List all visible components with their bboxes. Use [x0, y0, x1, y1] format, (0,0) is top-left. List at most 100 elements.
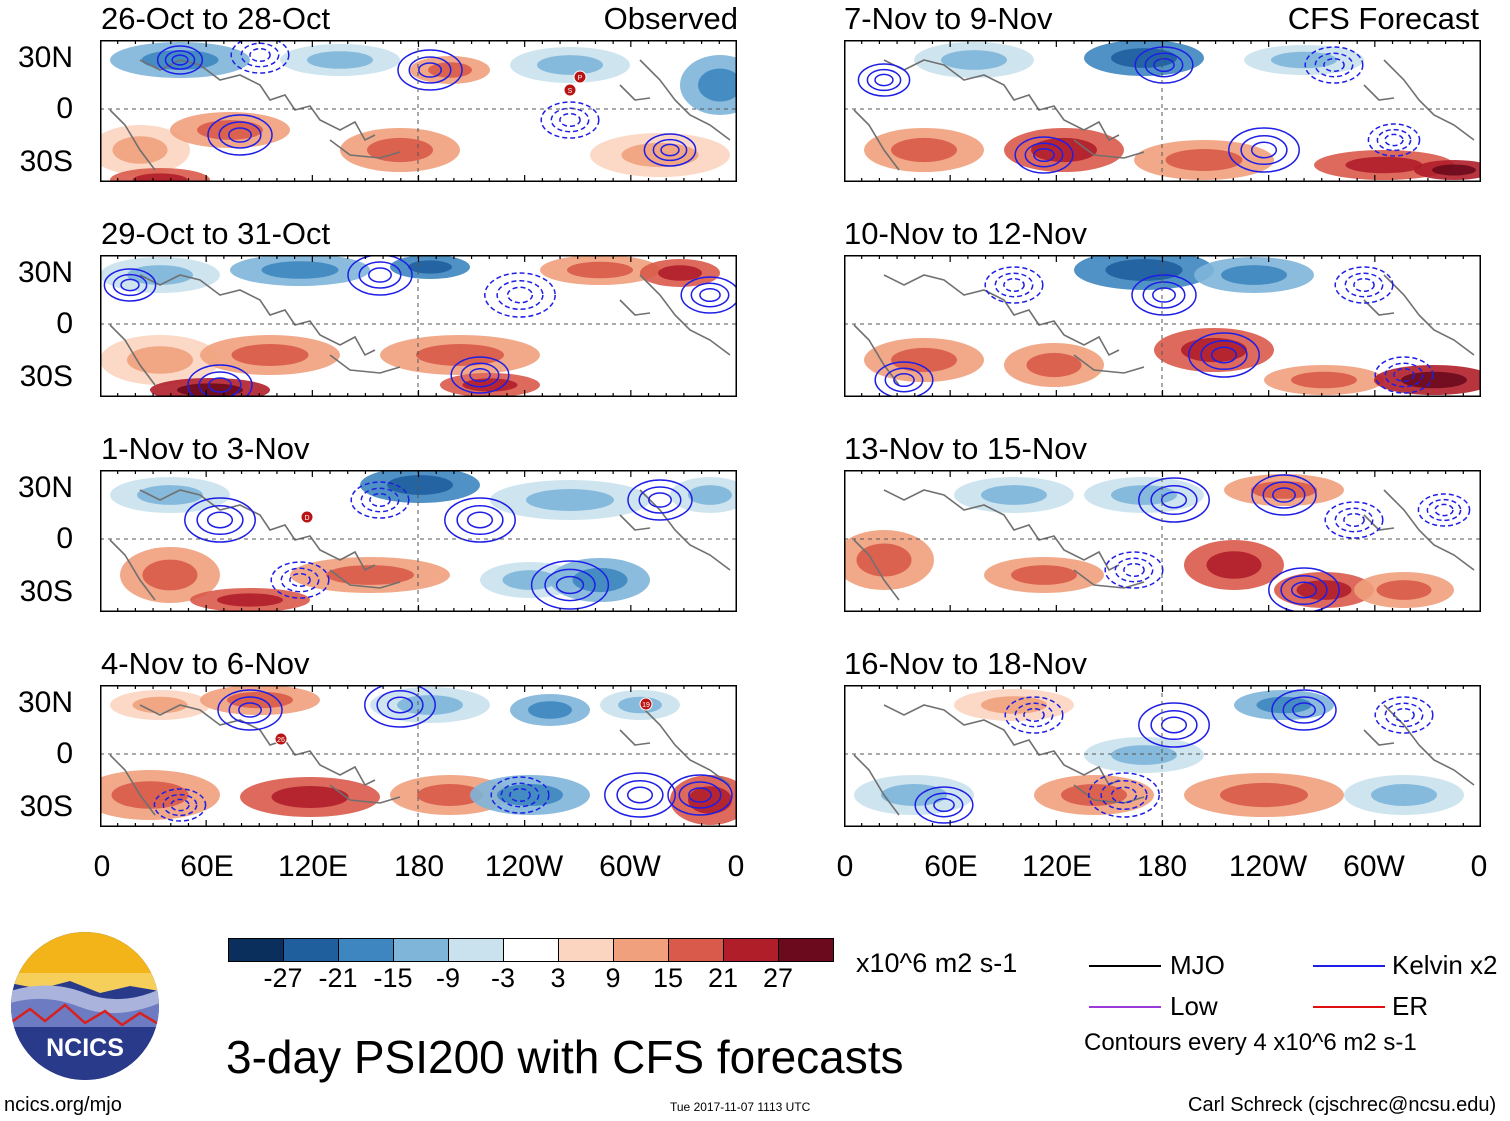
kelvin-contour	[187, 364, 253, 397]
shaded-anomaly	[891, 137, 957, 163]
kelvin-contour	[484, 272, 556, 318]
shaded-anomaly	[1011, 565, 1077, 585]
kelvin-contour	[496, 279, 544, 311]
map-panel-right-3	[844, 685, 1481, 827]
kelvin-contour	[347, 255, 413, 296]
kelvin-contour	[230, 40, 290, 74]
shaded-anomaly	[1061, 784, 1127, 806]
lat-label-30s: 30S	[19, 360, 73, 393]
kelvin-contour	[1272, 487, 1296, 503]
kelvin-contour	[1324, 501, 1384, 539]
map-panel-right-1	[844, 255, 1481, 397]
storm-marker-label: S	[568, 88, 573, 95]
shaded-anomaly	[1221, 265, 1287, 285]
kelvin-contour	[289, 572, 311, 588]
panel-title: 13-Nov to 15-Nov	[844, 431, 1087, 466]
lon-label: 180	[393, 850, 445, 883]
kelvin-contour	[1384, 702, 1424, 728]
lat-label-30n: 30N	[17, 256, 73, 289]
kelvin-contour	[1138, 477, 1210, 523]
kelvin-contour	[170, 798, 190, 812]
kelvin-contour	[1393, 367, 1415, 383]
colorbar-swatch	[283, 938, 339, 962]
shaded-anomaly	[526, 489, 614, 511]
main-title: 3-day PSI200 with CFS forecasts	[226, 1031, 904, 1083]
shaded-anomaly	[397, 695, 463, 715]
kelvin-contour	[1334, 266, 1394, 304]
kelvin-contour	[1138, 702, 1210, 748]
shaded-anomaly	[1271, 51, 1337, 69]
shaded-anomaly	[326, 565, 414, 585]
kelvin-contour	[1426, 498, 1462, 522]
lon-label: 120W	[484, 850, 564, 883]
kelvin-contour	[616, 779, 664, 811]
colorbar-tick-label: -27	[263, 963, 303, 993]
kelvin-contour	[559, 112, 581, 128]
storm-marker-label: 26	[277, 737, 285, 744]
kelvin-contour	[1150, 709, 1198, 741]
kelvin-contour	[153, 788, 207, 822]
kelvin-contour	[648, 492, 672, 508]
kelvin-contour	[469, 367, 491, 383]
kelvin-contour	[162, 793, 198, 817]
kelvin-contour	[678, 781, 722, 809]
storm-marker: P	[573, 70, 587, 84]
kelvin-contour	[450, 356, 510, 394]
ncics-logo: NCICS	[11, 932, 159, 1080]
shaded-anomaly	[1376, 580, 1432, 600]
lat-label-30s: 30S	[19, 790, 73, 823]
shaded-anomaly	[1111, 485, 1177, 505]
kelvin-contour	[1384, 362, 1424, 388]
lon-label: 120E	[1021, 850, 1093, 883]
kelvin-contour	[368, 267, 392, 283]
storm-marker: 26	[274, 732, 288, 746]
kelvin-contour	[238, 702, 262, 718]
shaded-anomaly	[231, 344, 309, 366]
shaded-anomaly	[197, 120, 263, 140]
colorbar-tick-label: 27	[762, 963, 794, 993]
lon-label: 120W	[1228, 850, 1308, 883]
coastline	[853, 274, 1475, 386]
colorbar-tick-label: -9	[435, 963, 461, 993]
kelvin-contour	[1304, 46, 1364, 84]
kelvin-contour	[1210, 346, 1238, 364]
kelvin-contour	[218, 121, 262, 149]
shaded-anomaly	[941, 50, 1007, 70]
kelvin-contour	[350, 481, 410, 519]
shaded-anomaly	[1165, 149, 1243, 171]
lat-label-eq: 0	[56, 307, 73, 340]
shaded-anomaly	[177, 383, 243, 397]
coastline	[853, 704, 1475, 816]
kelvin-contour	[1343, 512, 1365, 528]
coastline	[109, 274, 731, 386]
kelvin-contour	[660, 143, 680, 157]
kelvin-contour	[540, 101, 600, 139]
lat-label-30s: 30S	[19, 145, 73, 178]
kelvin-contour	[1384, 133, 1404, 147]
lon-label: 0	[727, 850, 745, 883]
shaded-anomaly	[111, 781, 189, 809]
lon-label: 60E	[924, 850, 978, 883]
shaded-anomaly	[261, 261, 339, 279]
kelvin-contour	[228, 127, 252, 143]
shaded-anomaly	[1105, 259, 1183, 281]
kelvin-contour	[408, 56, 452, 84]
footer-author: Carl Schreck (cjschrec@ncsu.edu)	[1188, 1094, 1497, 1116]
lon-label: 0	[93, 850, 111, 883]
shaded-anomaly	[528, 701, 572, 719]
legend-line-kelvin	[1313, 965, 1385, 967]
kelvin-contour	[397, 49, 463, 91]
shaded-anomaly	[127, 265, 193, 285]
kelvin-contour	[1367, 123, 1421, 157]
kelvin-contour	[1134, 46, 1194, 84]
map-frame	[100, 40, 737, 182]
shaded-anomaly	[417, 784, 483, 806]
kelvin-contour	[217, 689, 283, 731]
shaded-anomaly	[688, 786, 732, 814]
kelvin-contour	[1114, 557, 1154, 583]
lon-label: 60W	[1343, 850, 1405, 883]
panel-title: 26-Oct to 28-Oct	[101, 1, 331, 36]
kelvin-contour	[509, 787, 531, 803]
kelvin-contour	[690, 282, 730, 308]
map-panel-left-0: PS	[100, 40, 737, 182]
